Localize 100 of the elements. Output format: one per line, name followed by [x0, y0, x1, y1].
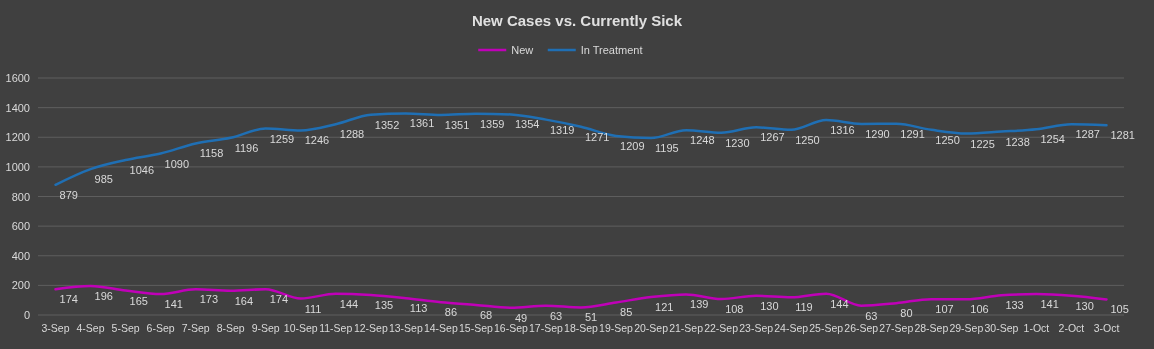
- data-label: 1290: [865, 127, 890, 140]
- data-label: 68: [479, 308, 493, 321]
- line-series: [54, 112, 1108, 187]
- x-tick-label: 3-Sep: [41, 322, 70, 334]
- x-tick-label: 30-Sep: [984, 322, 1019, 334]
- x-tick-label: 2-Oct: [1058, 322, 1085, 334]
- x-tick-label: 18-Sep: [564, 322, 599, 334]
- x-tick-label: 7-Sep: [181, 322, 210, 334]
- data-label: 139: [690, 298, 709, 311]
- y-tick-label: 400: [11, 249, 30, 262]
- x-tick-label: 5-Sep: [111, 322, 140, 334]
- data-label: 108: [725, 303, 744, 315]
- x-tick-label: 8-Sep: [216, 322, 245, 334]
- x-tick-label: 13-Sep: [388, 322, 423, 334]
- data-label: 63: [549, 309, 563, 322]
- data-label: 121: [655, 301, 674, 314]
- y-tick-label: 1600: [5, 72, 30, 84]
- x-tick-label: 9-Sep: [251, 322, 280, 334]
- data-label: 1259: [269, 132, 295, 145]
- data-label: 1090: [164, 157, 190, 170]
- data-label: 985: [94, 173, 113, 186]
- legend-label: New: [511, 44, 534, 56]
- data-label: 174: [269, 293, 289, 306]
- data-label: 1248: [690, 134, 715, 147]
- data-label: 63: [865, 309, 878, 322]
- data-label: 1288: [339, 128, 365, 141]
- data-label: 1271: [585, 130, 610, 143]
- x-tick-label: 11-Sep: [319, 322, 353, 334]
- legend-label: In Treatment: [580, 44, 643, 56]
- data-label: 1354: [514, 118, 540, 131]
- y-tick-label: 1400: [5, 101, 30, 114]
- data-label: 1267: [760, 131, 785, 144]
- data-label: 106: [970, 303, 989, 316]
- x-tick-label: 19-Sep: [599, 322, 634, 334]
- chart-title: New Cases vs. Currently Sick: [471, 12, 683, 29]
- data-label: 879: [59, 188, 78, 201]
- data-label: 130: [1075, 299, 1094, 312]
- x-tick-label: 10-Sep: [283, 322, 318, 334]
- y-tick-label: 200: [11, 279, 30, 292]
- x-tick-label: 15-Sep: [458, 322, 493, 334]
- data-label: 196: [94, 289, 113, 302]
- data-label: 119: [795, 301, 813, 314]
- data-label: 1195: [655, 141, 679, 154]
- data-label: 51: [585, 311, 598, 324]
- x-tick-label: 26-Sep: [844, 322, 879, 334]
- y-tick-label: 600: [11, 220, 30, 233]
- data-label: 130: [760, 299, 779, 312]
- data-label: 1291: [900, 127, 925, 140]
- data-label: 1319: [549, 123, 575, 136]
- x-tick-label: 27-Sep: [879, 322, 914, 334]
- data-label: 141: [164, 298, 183, 311]
- data-label: 1238: [1005, 135, 1030, 148]
- data-label: 1316: [830, 124, 855, 137]
- data-label: 141: [1040, 298, 1059, 311]
- x-tick-label: 24-Sep: [774, 322, 809, 334]
- data-label: 1046: [129, 164, 155, 177]
- data-label: 1361: [409, 117, 435, 130]
- y-tick-label: 1200: [5, 131, 30, 144]
- data-label: 105: [1110, 303, 1129, 316]
- x-tick-label: 6-Sep: [146, 322, 175, 334]
- data-label: 164: [234, 294, 254, 307]
- data-label: 1254: [1040, 133, 1065, 146]
- data-label: 1281: [1110, 129, 1135, 142]
- data-label: 1209: [620, 139, 645, 152]
- data-label: 144: [830, 297, 849, 310]
- data-label: 1287: [1075, 128, 1100, 141]
- x-tick-label: 23-Sep: [739, 322, 774, 334]
- x-tick-label: 28-Sep: [914, 322, 949, 334]
- x-tick-label: 1-Oct: [1023, 322, 1050, 334]
- data-label: 1359: [479, 117, 505, 130]
- x-tick-label: 21-Sep: [669, 322, 704, 334]
- data-label: 1246: [304, 134, 330, 147]
- data-label: 111: [304, 302, 322, 315]
- data-label: 1250: [795, 133, 820, 146]
- x-tick-label: 3-Oct: [1093, 322, 1120, 334]
- x-tick-label: 4-Sep: [76, 322, 105, 334]
- data-label: 80: [900, 307, 913, 320]
- x-tick-label: 16-Sep: [494, 322, 529, 334]
- x-tick-label: 29-Sep: [949, 322, 984, 334]
- data-label: 1352: [374, 118, 400, 131]
- data-label: 165: [129, 294, 148, 307]
- data-label: 1351: [444, 118, 470, 131]
- data-label: 113: [409, 302, 428, 315]
- x-tick-label: 12-Sep: [353, 322, 388, 334]
- data-label: 86: [444, 306, 458, 319]
- y-tick-label: 0: [23, 309, 30, 321]
- data-label: 1196: [234, 141, 259, 154]
- data-label: 1158: [199, 147, 224, 160]
- y-tick-label: 1000: [5, 160, 30, 173]
- data-label: 107: [935, 303, 954, 316]
- data-label: 1250: [935, 133, 960, 146]
- data-label: 135: [374, 299, 394, 311]
- data-label: 1225: [970, 137, 995, 150]
- data-label: 174: [59, 293, 78, 306]
- data-label: 49: [514, 311, 528, 324]
- data-label: 133: [1005, 299, 1024, 312]
- y-tick-label: 800: [11, 190, 30, 203]
- x-tick-label: 25-Sep: [809, 322, 844, 334]
- x-tick-label: 20-Sep: [634, 322, 669, 334]
- data-label: 144: [339, 297, 359, 310]
